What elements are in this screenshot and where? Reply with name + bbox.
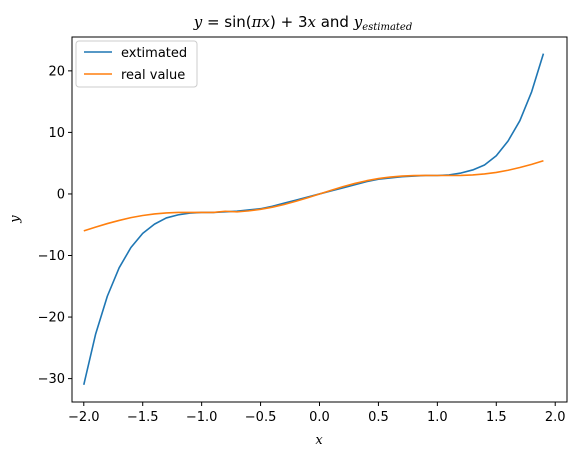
x-tick-label: −1.0: [186, 410, 218, 425]
x-tick-label: 2.0: [545, 410, 566, 425]
x-tick-label: −1.5: [127, 410, 159, 425]
title-subscript: estimated: [362, 22, 412, 33]
legend: extimated real value: [75, 40, 198, 88]
chart-title: y = sin(πx) + 3x and yestimated: [193, 13, 413, 33]
ticks-layer: −2.0 −1.5 −1.0 −0.5 0.0 0.5 1.0 1.5 2.0 −30 −20 −10…: [38, 64, 566, 425]
series-line-real-value: [83, 160, 544, 232]
y-tick-label: 20: [48, 64, 65, 79]
title-y: y: [193, 13, 203, 31]
title-mid: ) + 3: [270, 13, 308, 31]
legend-label-real-value: real value: [121, 68, 185, 83]
plot-frame: [71, 36, 568, 403]
title-and: and: [316, 13, 354, 31]
series-layer: [83, 53, 545, 385]
title-pi: π: [251, 13, 263, 31]
title-eq: = sin(: [202, 13, 251, 31]
y-tick-label: −30: [38, 372, 65, 387]
x-tick-label: 1.5: [486, 410, 507, 425]
title-x1: x: [262, 13, 271, 31]
x-axis-label: x: [315, 433, 323, 448]
y-tick-label: 10: [48, 126, 65, 141]
y-tick-label: 0: [57, 187, 65, 202]
y-axis-label: y: [8, 215, 23, 224]
x-tick-label: 0.5: [368, 410, 389, 425]
legend-label-extimated: extimated: [121, 46, 187, 61]
x-tick-label: −2.0: [68, 410, 100, 425]
y-tick-label: −20: [38, 311, 65, 326]
x-tick-label: −0.5: [245, 410, 277, 425]
x-tick-label: 0.0: [309, 410, 330, 425]
title-x2: x: [307, 13, 316, 31]
x-tick-label: 1.0: [427, 410, 448, 425]
title-y2: y: [353, 13, 363, 31]
y-tick-label: −10: [38, 249, 65, 264]
